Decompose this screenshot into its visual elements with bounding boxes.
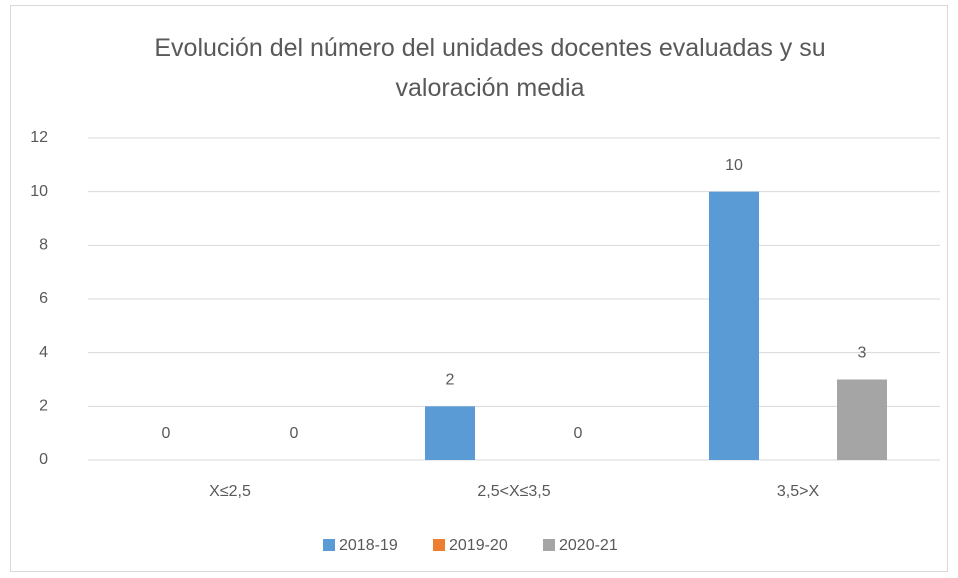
x-tick-label: 2,5<X≤3,5 xyxy=(477,483,550,500)
x-tick-label: 3,5>X xyxy=(777,483,820,500)
y-tick-label: 10 xyxy=(30,183,48,200)
y-tick-label: 4 xyxy=(39,344,48,361)
legend-label: 2018-19 xyxy=(339,537,398,554)
bar xyxy=(709,191,759,460)
chart-title: Evolución del número del unidades docent… xyxy=(154,34,826,102)
legend-label: 2020-21 xyxy=(559,537,618,554)
y-tick-label: 0 xyxy=(39,451,48,468)
y-tick-label: 8 xyxy=(39,237,48,254)
bar xyxy=(837,379,887,460)
y-tick-label: 12 xyxy=(30,129,48,146)
data-label: 0 xyxy=(290,425,299,442)
data-label: 0 xyxy=(162,425,171,442)
legend-swatch xyxy=(543,539,555,551)
legend-label: 2019-20 xyxy=(449,537,508,554)
y-tick-label: 2 xyxy=(39,398,48,415)
data-label: 0 xyxy=(574,425,583,442)
legend-swatch xyxy=(323,539,335,551)
data-label: 10 xyxy=(725,157,743,174)
bar xyxy=(425,406,475,460)
data-label: 2 xyxy=(446,372,455,389)
legend-swatch xyxy=(433,539,445,551)
chart-border xyxy=(10,5,948,572)
data-label: 3 xyxy=(858,345,867,362)
x-tick-label: X≤2,5 xyxy=(209,483,251,500)
y-tick-label: 6 xyxy=(39,290,48,307)
